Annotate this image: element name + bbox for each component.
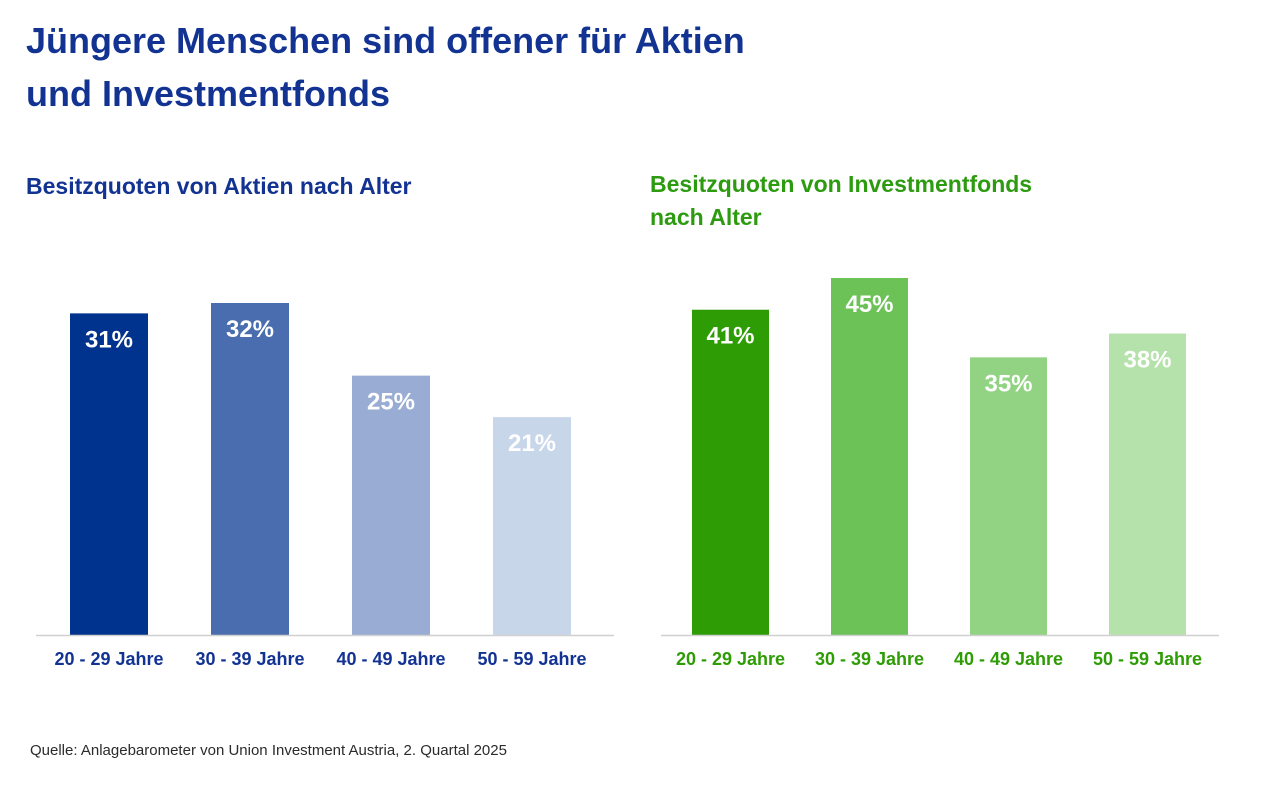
page-title: Jüngere Menschen sind offener für Aktien…: [26, 14, 1026, 120]
bar-4: [493, 417, 571, 635]
bar-3: [352, 375, 430, 635]
bar-1: [70, 313, 148, 635]
bar-2: [831, 278, 908, 635]
chart-svg: 31% 20 - 29 Jahre 32% 30 - 39 Jahre 25% 40 - …: [36, 303, 614, 669]
bar-value-label-2: 45%: [845, 291, 893, 318]
x-tick-label-2: 30 - 39 Jahre: [195, 649, 304, 669]
stocks-bar-chart: 31% 20 - 29 Jahre 32% 30 - 39 Jahre 25% 40 - …: [30, 240, 620, 680]
bar-value-label-1: 41%: [706, 323, 754, 350]
bar-value-label-2: 32%: [226, 316, 274, 343]
x-tick-label-1: 20 - 29 Jahre: [54, 649, 163, 669]
x-tick-label-2: 30 - 39 Jahre: [815, 649, 924, 669]
stocks-chart-title: Besitzquoten von Aktien nach Alter: [26, 170, 412, 203]
bar-value-label-3: 35%: [984, 370, 1032, 397]
bar-3: [970, 357, 1047, 635]
bar-value-label-4: 21%: [508, 430, 556, 457]
page-title-line-1: Jüngere Menschen sind offener für Aktien: [26, 20, 745, 61]
bar-value-label-3: 25%: [367, 389, 415, 416]
x-tick-label-4: 50 - 59 Jahre: [1093, 649, 1202, 669]
x-tick-label-4: 50 - 59 Jahre: [477, 649, 586, 669]
x-tick-label-3: 40 - 49 Jahre: [954, 649, 1063, 669]
page-title-line-2: und Investmentfonds: [26, 73, 391, 114]
funds-chart-title: Besitzquoten von Investmentfonds nach Al…: [650, 168, 1032, 234]
bar-2: [211, 303, 289, 635]
x-tick-label-1: 20 - 29 Jahre: [676, 649, 785, 669]
source-note: Quelle: Anlagebarometer von Union Invest…: [30, 742, 507, 759]
funds-bar-chart: 41% 20 - 29 Jahre 45% 30 - 39 Jahre 35% 40 - …: [655, 240, 1225, 680]
bar-value-label-4: 38%: [1123, 347, 1171, 374]
bar-4: [1109, 333, 1186, 635]
x-tick-label-3: 40 - 49 Jahre: [336, 649, 445, 669]
funds-chart-title-line-2: nach Alter: [650, 204, 762, 230]
funds-chart-title-line-1: Besitzquoten von Investmentfonds: [650, 171, 1033, 197]
bar-value-label-1: 31%: [85, 326, 133, 353]
stocks-chart-title-line-1: Besitzquoten von Aktien nach Alter: [26, 173, 412, 199]
bar-1: [692, 309, 769, 635]
chart-svg: 41% 20 - 29 Jahre 45% 30 - 39 Jahre 35% 40 - …: [661, 278, 1219, 669]
